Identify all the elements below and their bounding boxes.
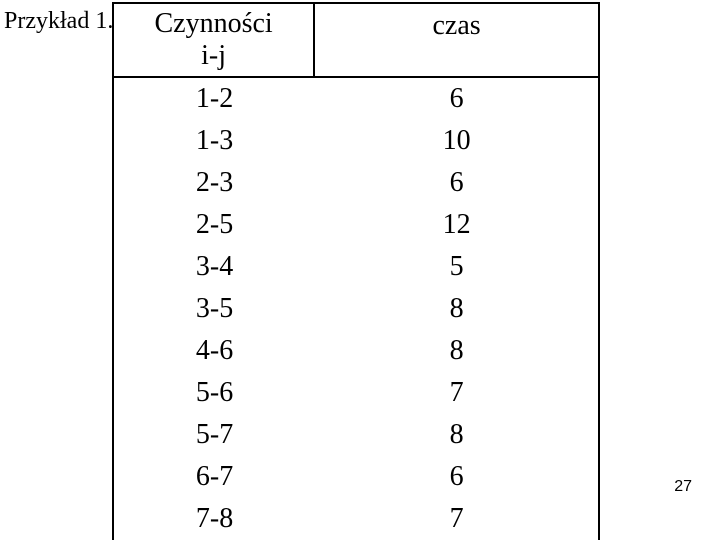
cell-activity: 4-6 xyxy=(114,330,315,372)
cell-time: 8 xyxy=(315,330,598,372)
activities-table: Czynności i-j czas 1-261-3102-362-5123-4… xyxy=(112,2,600,540)
header-activity-line1: Czynności xyxy=(154,8,272,40)
cell-time: 10 xyxy=(315,120,598,162)
cell-activity: 2-5 xyxy=(114,204,315,246)
cell-activity: 3-5 xyxy=(114,288,315,330)
table-row: 3-45 xyxy=(114,246,598,288)
cell-time: 8 xyxy=(315,288,598,330)
cell-activity: 6-7 xyxy=(114,456,315,498)
cell-time: 6 xyxy=(315,78,598,120)
page-number: 27 xyxy=(674,478,692,496)
header-activity-line2: i-j xyxy=(201,40,226,72)
cell-time: 7 xyxy=(315,498,598,540)
table-row: 4-68 xyxy=(114,330,598,372)
header-col-activity: Czynności i-j xyxy=(114,4,315,76)
cell-time: 8 xyxy=(315,414,598,456)
table-body: 1-261-3102-362-5123-453-584-685-675-786-… xyxy=(114,78,598,540)
cell-activity: 3-4 xyxy=(114,246,315,288)
example-label: Przykład 1. xyxy=(4,8,113,35)
table-row: 2-36 xyxy=(114,162,598,204)
header-col-time: czas xyxy=(315,4,598,76)
cell-time: 7 xyxy=(315,372,598,414)
cell-time: 6 xyxy=(315,456,598,498)
table-header-row: Czynności i-j czas xyxy=(114,4,598,78)
cell-activity: 5-6 xyxy=(114,372,315,414)
cell-activity: 5-7 xyxy=(114,414,315,456)
table-row: 3-58 xyxy=(114,288,598,330)
cell-time: 6 xyxy=(315,162,598,204)
table-row: 1-26 xyxy=(114,78,598,120)
table-row: 5-78 xyxy=(114,414,598,456)
cell-time: 5 xyxy=(315,246,598,288)
table-row: 6-76 xyxy=(114,456,598,498)
cell-time: 12 xyxy=(315,204,598,246)
cell-activity: 1-3 xyxy=(114,120,315,162)
table-row: 7-87 xyxy=(114,498,598,540)
header-time: czas xyxy=(432,10,480,42)
table-row: 2-512 xyxy=(114,204,598,246)
cell-activity: 1-2 xyxy=(114,78,315,120)
cell-activity: 2-3 xyxy=(114,162,315,204)
cell-activity: 7-8 xyxy=(114,498,315,540)
table-row: 1-310 xyxy=(114,120,598,162)
table-row: 5-67 xyxy=(114,372,598,414)
